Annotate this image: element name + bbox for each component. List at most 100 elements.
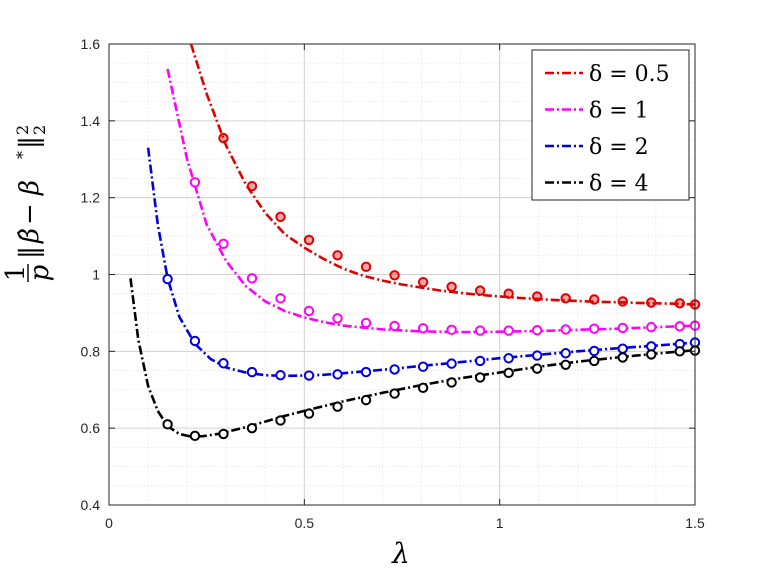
data-point (218, 238, 229, 249)
y-label-minus-beta: − β (15, 180, 45, 225)
data-point (589, 323, 600, 334)
data-point (332, 313, 343, 324)
data-point (474, 372, 486, 383)
data-point (646, 321, 657, 333)
data-point (303, 305, 315, 317)
data-point (332, 369, 343, 380)
y-tick-label: 1.2 (81, 190, 101, 206)
legend-label: δ = 4 (589, 172, 649, 197)
series-line (166, 68, 696, 334)
y-tick-label: 1.4 (81, 113, 101, 129)
series-layer (129, 43, 701, 442)
tick-labels: 0 0.5 1 1.5 0.4 0.6 0.8 1 1.2 1.4 1.6 (81, 36, 705, 531)
data-point (360, 261, 372, 273)
tick-marks (108, 43, 696, 506)
y-label-norm-close: ‖ (15, 136, 45, 149)
data-point (303, 408, 315, 419)
data-point (218, 132, 229, 144)
y-tick-label: 0.8 (81, 343, 101, 359)
data-point (275, 293, 286, 304)
data-point (674, 298, 685, 309)
data-point (389, 364, 400, 375)
data-point (674, 346, 685, 357)
data-point (560, 359, 571, 370)
data-point (275, 369, 286, 381)
data-point (246, 273, 258, 284)
x-tick-label: 1.5 (685, 515, 705, 531)
series-1 (189, 43, 701, 310)
data-point (218, 358, 229, 369)
data-point (389, 320, 400, 332)
y-label-superscript: 2 (13, 125, 32, 135)
data-point (560, 293, 571, 304)
data-point (446, 281, 457, 292)
data-point (503, 367, 514, 379)
data-point (617, 352, 628, 363)
y-label-star: * (13, 151, 32, 159)
data-point (617, 296, 628, 307)
data-point (589, 294, 600, 305)
data-point (389, 388, 400, 399)
data-point (246, 422, 258, 434)
data-point (646, 297, 657, 308)
data-point (531, 325, 543, 336)
data-point (474, 285, 486, 296)
data-point (646, 349, 657, 360)
y-label-subscript: 2 (30, 125, 49, 135)
y-label-fraction-numerator: 1 (1, 265, 31, 282)
data-point (446, 358, 457, 369)
data-point (617, 343, 628, 354)
data-point (332, 250, 343, 261)
y-label-norm-open: ‖ (15, 246, 45, 259)
y-label-fraction-denominator: p (25, 264, 55, 281)
data-point (560, 348, 571, 359)
y-tick-label: 1.6 (81, 36, 101, 52)
data-point (389, 270, 400, 281)
x-tick-label: 1 (496, 515, 504, 531)
x-tick-label: 0 (105, 515, 113, 531)
data-point (246, 366, 258, 378)
x-tick-label: 0.5 (295, 515, 315, 531)
data-point (275, 211, 286, 223)
legend-label: δ = 2 (589, 135, 649, 160)
data-point (162, 273, 173, 285)
data-point (360, 366, 372, 378)
data-point (417, 276, 429, 288)
x-axis-label: λ (391, 537, 410, 570)
series-line (189, 43, 696, 306)
data-point (417, 382, 429, 394)
y-label-beta-hat: β̂ (15, 228, 45, 244)
data-point (589, 355, 600, 367)
data-point (474, 325, 486, 336)
data-point (417, 361, 429, 372)
data-point (189, 335, 201, 347)
data-point (560, 324, 571, 335)
data-point (275, 415, 286, 426)
data-point (246, 180, 258, 192)
legend: δ = 0.5 δ = 1 δ = 2 δ = 4 (531, 49, 690, 201)
legend-box (531, 49, 690, 201)
data-point (360, 394, 372, 406)
data-point (303, 234, 315, 246)
y-tick-label: 0.6 (81, 420, 101, 436)
data-point (503, 288, 514, 299)
data-point (531, 350, 543, 361)
data-point (589, 345, 600, 357)
data-point (674, 321, 685, 332)
data-point (446, 324, 457, 336)
legend-label: δ = 1 (589, 99, 649, 124)
y-tick-label: 0.4 (81, 497, 101, 513)
data-point (162, 419, 173, 430)
data-point (503, 325, 514, 336)
data-point (531, 291, 543, 302)
legend-label: δ = 0.5 (589, 62, 670, 87)
series-4 (129, 278, 701, 442)
data-point (303, 370, 315, 381)
y-tick-label: 1 (92, 267, 100, 283)
data-point (446, 377, 457, 388)
data-point (417, 323, 429, 334)
data-point (360, 317, 372, 329)
data-point (503, 353, 514, 364)
series-3 (146, 147, 701, 381)
